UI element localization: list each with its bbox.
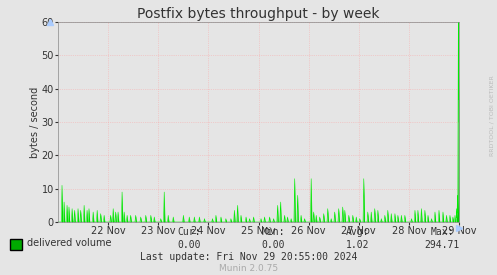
Y-axis label: bytes / second: bytes / second [30, 86, 40, 158]
Text: Last update: Fri Nov 29 20:55:00 2024: Last update: Fri Nov 29 20:55:00 2024 [140, 252, 357, 262]
Title: Postfix bytes throughput - by week: Postfix bytes throughput - by week [137, 7, 380, 21]
Text: RRDTOOL / TOBI OETIKER: RRDTOOL / TOBI OETIKER [490, 75, 495, 156]
Text: Avg:: Avg: [346, 227, 370, 237]
Text: Cur:: Cur: [177, 227, 201, 237]
Text: 294.71: 294.71 [425, 240, 460, 249]
Text: Munin 2.0.75: Munin 2.0.75 [219, 264, 278, 273]
Text: Min:: Min: [261, 227, 285, 237]
Text: 1.02: 1.02 [346, 240, 370, 249]
Text: 0.00: 0.00 [177, 240, 201, 249]
Text: Max:: Max: [430, 227, 454, 237]
Text: delivered volume: delivered volume [27, 238, 112, 248]
Text: 0.00: 0.00 [261, 240, 285, 249]
